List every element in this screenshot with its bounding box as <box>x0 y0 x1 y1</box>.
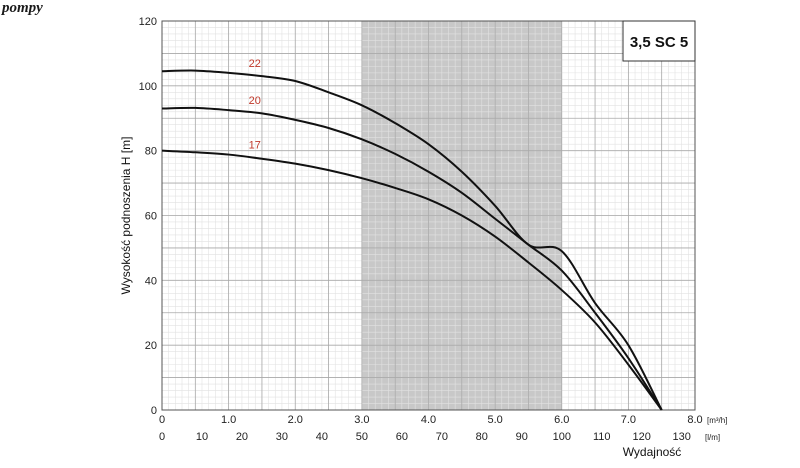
x-tick-label-lm: 80 <box>476 431 488 443</box>
x-tick-label-lm: 120 <box>633 431 651 443</box>
x-tick-label-m3h: 8.0 <box>687 414 702 426</box>
curve-17 <box>161 149 663 411</box>
x-tick-labels-m3h: 0 1.0 2.0 3.0 4.0 5.0 6.0 7.0 8.0 <box>159 414 703 426</box>
x-tick-labels-lm: 0 10 20 30 40 50 60 70 80 90 100 110 120 130 <box>159 431 691 443</box>
x-tick-label-lm: 110 <box>593 431 611 443</box>
y-tick-label: 20 <box>145 340 157 352</box>
x-tick-label-m3h: 5.0 <box>487 414 502 426</box>
y-tick-label: 40 <box>145 275 157 287</box>
x-tick-label-m3h: 3.0 <box>354 414 369 426</box>
curve-20 <box>161 106 663 411</box>
x-tick-label-m3h: 1.0 <box>221 414 236 426</box>
x-tick-label-lm: 130 <box>673 431 691 443</box>
model-label-box <box>622 20 696 62</box>
x-tick-label-m3h: 7.0 <box>621 414 636 426</box>
curve-22 <box>161 69 663 411</box>
x-tick-label-lm: 60 <box>396 431 408 443</box>
curve-label-20: 20 <box>249 95 261 107</box>
x-tick-label-lm: 50 <box>356 431 368 443</box>
y-axis-title: Wysokość podnoszenia H [m] <box>119 137 133 295</box>
y-tick-label: 100 <box>139 81 157 93</box>
y-tick-label: 120 <box>139 16 157 28</box>
x-tick-label-lm: 70 <box>436 431 448 443</box>
y-tick-label: 80 <box>145 146 157 158</box>
x-tick-label-m3h: 0 <box>159 414 165 426</box>
curve-label-22: 22 <box>249 58 261 70</box>
x-tick-label-lm: 20 <box>236 431 248 443</box>
curve-label-17: 17 <box>249 140 261 152</box>
x-tick-label-lm: 100 <box>553 431 571 443</box>
x-axis-title: Wydajność <box>623 445 682 459</box>
x-unit-lm: [l/m] <box>705 433 720 442</box>
x-tick-label-m3h: 4.0 <box>421 414 436 426</box>
x-unit-m3h: [m³/h] <box>707 416 727 425</box>
x-tick-label-lm: 90 <box>516 431 528 443</box>
x-tick-label-lm: 0 <box>159 431 165 443</box>
curves <box>161 69 663 411</box>
curve-labels: 22 20 17 <box>249 58 261 152</box>
y-tick-labels: 0 20 40 60 80 100 120 <box>139 16 157 417</box>
page-header-word: pompy <box>2 0 43 16</box>
y-tick-label: 0 <box>151 405 157 417</box>
model-label: 3,5 SC 5 <box>630 34 688 51</box>
y-tick-label: 60 <box>145 211 157 223</box>
x-tick-label-lm: 40 <box>316 431 328 443</box>
x-tick-label-lm: 30 <box>276 431 288 443</box>
grid-major <box>161 20 696 411</box>
x-tick-label-m3h: 6.0 <box>554 414 569 426</box>
plot-frame <box>161 20 696 411</box>
x-tick-label-lm: 10 <box>196 431 208 443</box>
x-tick-label-m3h: 2.0 <box>288 414 303 426</box>
